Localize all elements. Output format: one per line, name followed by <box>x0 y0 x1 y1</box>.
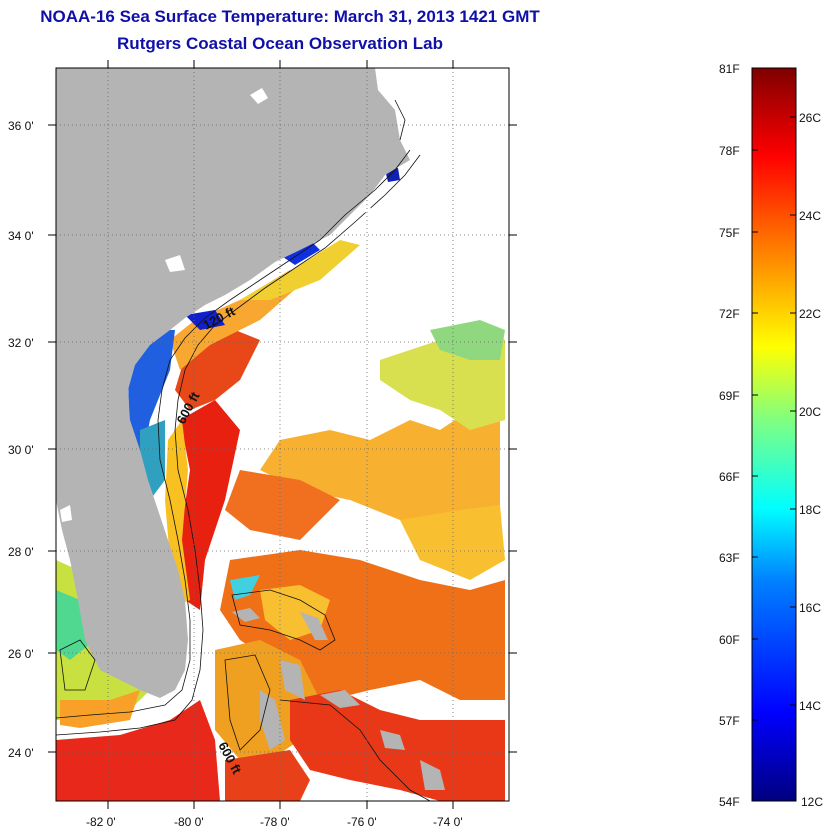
map-ticks <box>48 60 517 809</box>
colorbar-c-labels: 26C 24C 22C 20C 18C 16C 14C 12C <box>799 111 823 809</box>
fahrenheit-label: 54F <box>719 795 740 809</box>
lat-labels: 36 0' 34 0' 32 0' 30 0' 28 0' 26 0' 24 0… <box>8 119 34 760</box>
lat-label: 30 0' <box>8 443 34 457</box>
fahrenheit-label: 81F <box>719 62 740 76</box>
lon-label: -74 0' <box>433 815 463 829</box>
celsius-label: 24C <box>799 209 821 223</box>
celsius-label: 26C <box>799 111 821 125</box>
inland-lakes <box>60 88 372 522</box>
fahrenheit-label: 69F <box>719 389 740 403</box>
lat-label: 26 0' <box>8 647 34 661</box>
lat-label: 28 0' <box>8 545 34 559</box>
map-canvas <box>56 68 509 801</box>
celsius-label: 18C <box>799 503 821 517</box>
lon-label: -82 0' <box>86 815 116 829</box>
lon-label: -80 0' <box>174 815 204 829</box>
map-title: NOAA-16 Sea Surface Temperature: March 3… <box>40 7 540 26</box>
map-frame <box>55 67 510 802</box>
lon-label: -78 0' <box>260 815 290 829</box>
map-subtitle: Rutgers Coastal Ocean Observation Lab <box>117 34 443 53</box>
lat-label: 32 0' <box>8 336 34 350</box>
fahrenheit-label: 66F <box>719 470 740 484</box>
celsius-label: 22C <box>799 307 821 321</box>
fahrenheit-label: 63F <box>719 551 740 565</box>
bahamas-islands <box>232 608 445 790</box>
lat-label: 36 0' <box>8 119 34 133</box>
fahrenheit-label: 57F <box>719 714 740 728</box>
celsius-label: 16C <box>799 601 821 615</box>
fahrenheit-label: 72F <box>719 307 740 321</box>
land-mass <box>56 68 410 698</box>
lat-label: 24 0' <box>8 746 34 760</box>
celsius-label: 14C <box>799 699 821 713</box>
fahrenheit-label: 60F <box>719 633 740 647</box>
celsius-label: 12C <box>801 795 823 809</box>
lon-labels: -82 0' -80 0' -78 0' -76 0' -74 0' <box>86 815 463 829</box>
fahrenheit-label: 78F <box>719 144 740 158</box>
lat-label: 34 0' <box>8 229 34 243</box>
colorbar-f-labels: 81F 78F 75F 72F 69F 66F 63F 60F 57F 54F <box>719 62 740 809</box>
fahrenheit-label: 75F <box>719 226 740 240</box>
lon-label: -76 0' <box>347 815 377 829</box>
celsius-label: 20C <box>799 405 821 419</box>
colorbar <box>751 67 797 802</box>
depth-contours <box>56 99 431 801</box>
colorbar-ticks <box>752 116 796 721</box>
